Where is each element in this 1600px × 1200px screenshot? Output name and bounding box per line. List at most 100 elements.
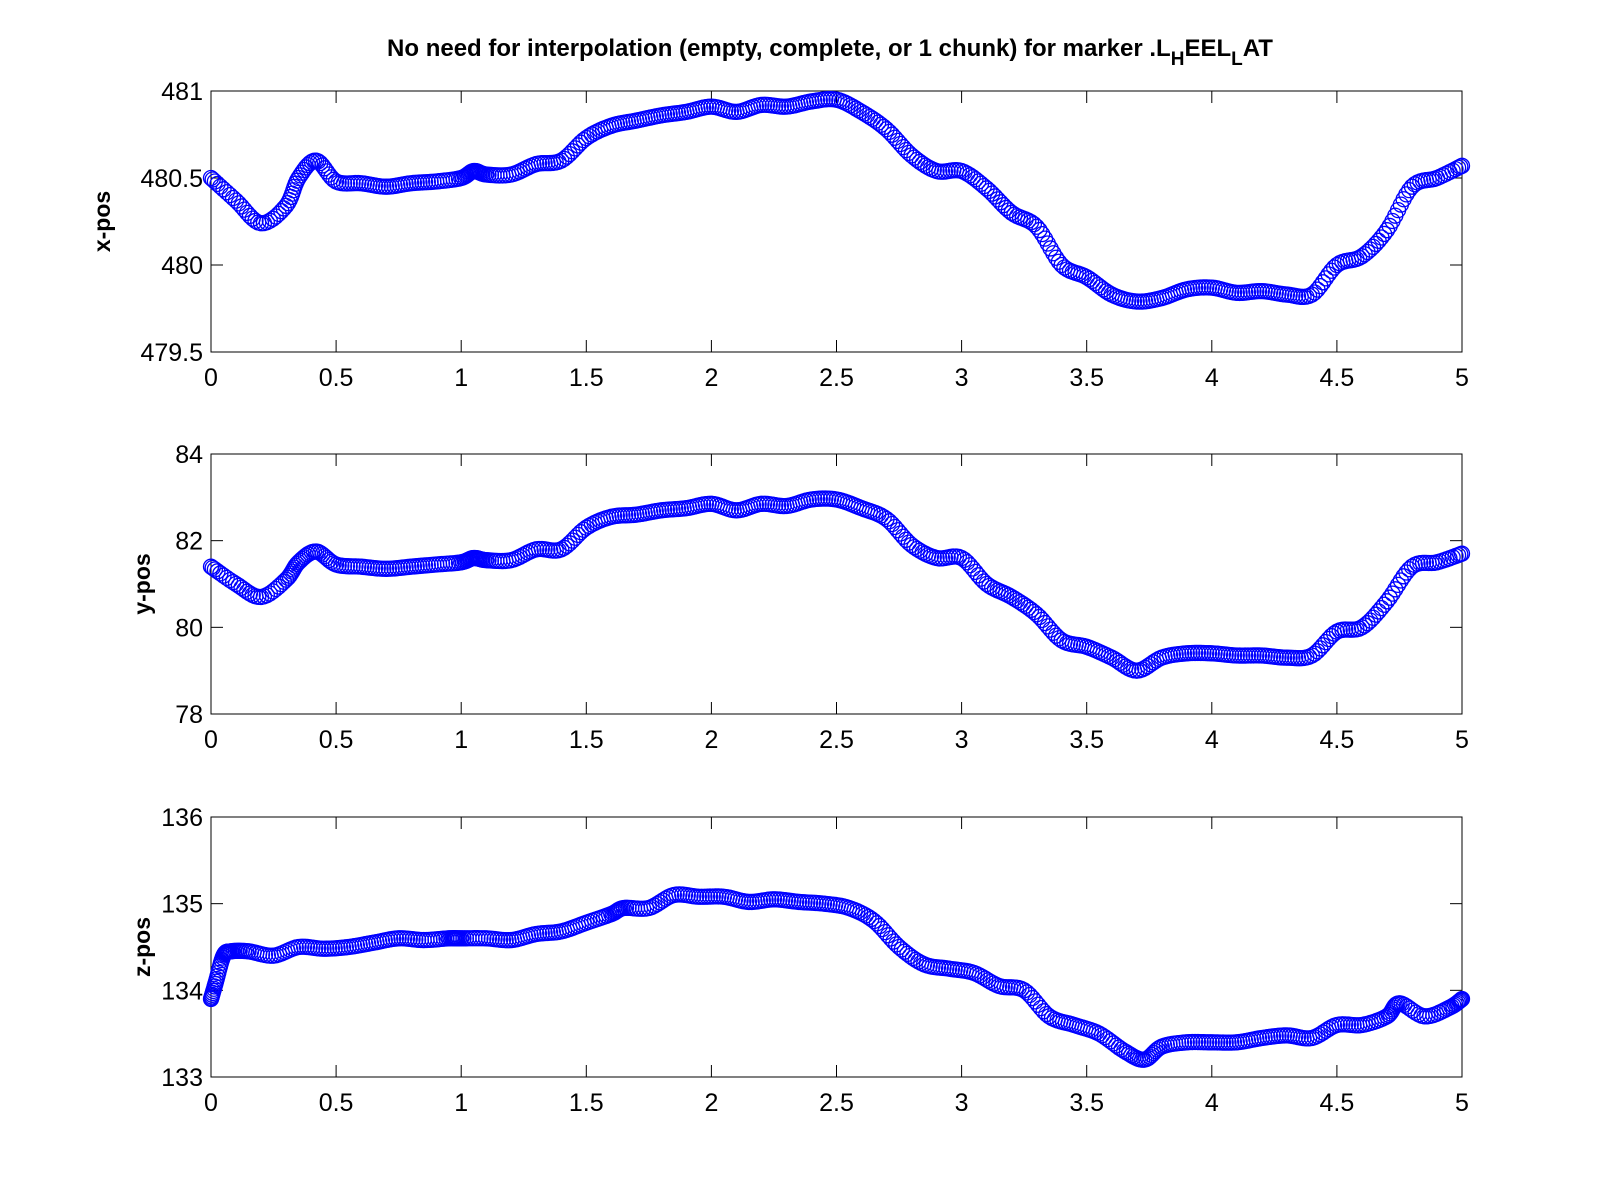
data-point — [1306, 284, 1323, 301]
data-point — [1385, 999, 1402, 1016]
x-tick-label: 2.5 — [819, 1089, 854, 1117]
data-point — [1378, 222, 1396, 239]
data-point — [1011, 593, 1029, 611]
data-point — [1036, 230, 1054, 247]
data-point — [878, 121, 895, 138]
data-point — [892, 525, 909, 542]
data-point — [900, 534, 917, 551]
data-point — [1453, 157, 1471, 174]
data-point — [903, 147, 920, 164]
data-point — [1029, 996, 1047, 1013]
y-tick-label: 481 — [161, 78, 203, 106]
x-tick-label: 1 — [454, 364, 468, 392]
data-point — [1096, 1028, 1114, 1046]
x-tick-label: 5 — [1455, 364, 1469, 392]
data-point — [903, 536, 920, 554]
x-tick-label: 5 — [1455, 726, 1469, 754]
data-point — [895, 528, 912, 545]
y-tick-label: 135 — [161, 891, 203, 919]
y-tick-label: 82 — [175, 528, 203, 556]
x-tick-label: 2.5 — [819, 726, 854, 754]
x-tick-label: 4 — [1205, 364, 1219, 392]
data-point — [961, 167, 979, 184]
data-point — [212, 178, 229, 195]
data-point — [1032, 1000, 1049, 1017]
data-point — [1139, 658, 1157, 675]
data-point — [989, 191, 1006, 208]
data-point — [1089, 276, 1106, 294]
data-point — [883, 515, 901, 533]
data-point — [860, 908, 877, 926]
data-point — [1034, 225, 1051, 243]
data-point — [1050, 630, 1068, 647]
subplot-3: 0 0.5 1 1.5 2 2.5 3 3.5 4 4.5 5 133 134 135 136 z-pos — [129, 804, 1471, 1117]
y-tick-label: 80 — [175, 614, 203, 642]
data-point — [230, 195, 247, 212]
data-point — [1136, 659, 1154, 677]
data-point — [881, 123, 898, 141]
x-tick-label: 2 — [704, 726, 718, 754]
data-point — [882, 930, 899, 947]
x-tick-label: 1.5 — [569, 1089, 604, 1117]
data-point — [870, 114, 887, 131]
data-point — [964, 169, 981, 186]
data-point — [1017, 597, 1034, 614]
data-point — [1314, 637, 1332, 654]
y-tick-label: 480 — [161, 252, 203, 280]
data-point — [209, 563, 226, 580]
x-tick-label: 3.5 — [1069, 364, 1104, 392]
data-point — [1350, 249, 1368, 267]
data-point — [209, 175, 226, 193]
data-point — [861, 108, 879, 126]
data-point — [858, 107, 876, 124]
data-point — [1303, 286, 1321, 303]
data-point — [883, 126, 901, 143]
subplot-1: 0 0.5 1 1.5 2 2.5 3 3.5 4 4.5 5 479.5 480 480.5 481 x-p… — [89, 78, 1471, 392]
data-point — [1367, 606, 1384, 623]
data-point — [312, 154, 329, 172]
data-point — [1401, 1000, 1418, 1017]
data-point — [1312, 640, 1329, 657]
x-tick-label: 4.5 — [1320, 364, 1355, 392]
data-point — [1018, 984, 1036, 1001]
x-tick-label: 3 — [955, 726, 969, 754]
data-point — [1042, 240, 1059, 257]
data-point — [956, 551, 973, 568]
data-point — [1364, 609, 1382, 626]
data-point — [1036, 614, 1054, 632]
data-point — [1367, 235, 1384, 253]
y-tick-label: 133 — [161, 1064, 203, 1092]
data-point — [227, 192, 245, 209]
data-point — [572, 134, 589, 151]
data-point — [886, 129, 904, 146]
data-point — [1452, 992, 1469, 1009]
data-point — [221, 187, 239, 204]
data-point — [233, 579, 250, 596]
x-tick-label: 4.5 — [1320, 726, 1355, 754]
data-point — [997, 199, 1015, 217]
subplot-2: 0 0.5 1 1.5 2 2.5 3 3.5 4 4.5 5 78 80 82 84 y-pos — [129, 441, 1471, 754]
data-point — [1362, 241, 1379, 258]
data-point — [1387, 581, 1404, 598]
y-tick-label: 84 — [175, 441, 203, 469]
data-point — [1102, 1033, 1119, 1050]
y-tick-label: 78 — [175, 701, 203, 729]
data-point — [1106, 651, 1123, 668]
data-point — [233, 198, 250, 215]
data-point — [895, 138, 912, 156]
data-point — [1035, 1003, 1052, 1020]
data-point — [1099, 1030, 1116, 1048]
data-point — [1453, 990, 1471, 1008]
data-point — [1045, 245, 1062, 262]
data-point — [1392, 572, 1409, 589]
x-tick-label: 2 — [704, 364, 718, 392]
data-point — [206, 561, 224, 578]
data-point — [561, 535, 578, 552]
data-point — [1020, 599, 1037, 616]
data-point — [287, 557, 304, 574]
data-point — [864, 110, 881, 127]
data-point — [1086, 274, 1104, 292]
data-point — [959, 165, 976, 182]
data-point — [959, 554, 976, 571]
data-point — [1396, 996, 1413, 1014]
